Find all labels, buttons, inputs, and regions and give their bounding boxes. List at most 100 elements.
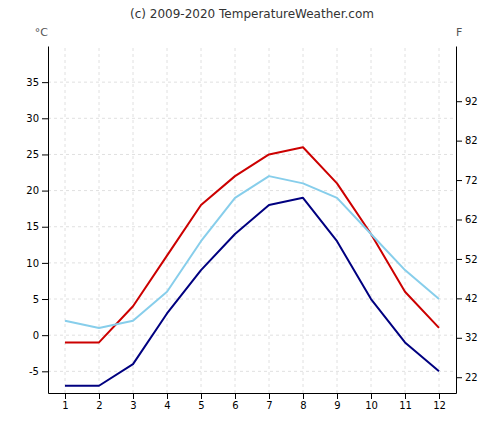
tick-label: 52: [465, 254, 478, 265]
tick-label: 30: [26, 113, 39, 124]
tick-label: 11: [399, 400, 412, 411]
tick: 2: [96, 393, 102, 411]
grid-line: [65, 46, 66, 393]
tick-mark: [42, 118, 48, 119]
grid-line: [48, 299, 456, 300]
tick-mark: [42, 191, 48, 192]
tick-mark: [235, 393, 236, 399]
tick-label: 62: [465, 214, 478, 225]
title: (c) 2009-2020 TemperatureWeather.com: [130, 7, 374, 21]
tick: 20: [26, 185, 48, 196]
tick: 8: [300, 393, 306, 411]
tick: 3: [130, 393, 136, 411]
tick-label: 15: [26, 221, 39, 232]
tick: 12: [433, 393, 446, 411]
line: [65, 176, 439, 328]
tick-mark: [42, 335, 48, 336]
tick: 15: [26, 221, 48, 232]
tick-mark: [99, 393, 100, 399]
tick-mark: [133, 393, 134, 399]
tick-mark: [167, 393, 168, 399]
tick-mark: [42, 263, 48, 264]
tick-mark: [456, 259, 462, 260]
tick: 35: [26, 77, 48, 88]
tick-label: 5: [33, 294, 39, 305]
y2-axis-label: F: [456, 26, 462, 39]
tick-mark: [371, 393, 372, 399]
grid-line: [235, 46, 236, 393]
grid-line: [48, 262, 456, 263]
grid-line: [48, 226, 456, 227]
tick-label: 72: [465, 175, 478, 186]
tick-mark: [456, 141, 462, 142]
tick-label: 8: [300, 400, 306, 411]
grid-line: [48, 371, 456, 372]
tick: 10: [365, 393, 378, 411]
tick: 62: [456, 214, 478, 225]
grid-line: [48, 335, 456, 336]
y-axis-label: °C: [35, 26, 49, 39]
chart: 123456789101112-505101520253035223242526…: [0, 0, 504, 425]
tick-mark: [65, 393, 66, 399]
tick: 42: [456, 293, 478, 304]
tick-mark: [337, 393, 338, 399]
tick-label: 3: [130, 400, 136, 411]
tick-label: 1: [62, 400, 68, 411]
tick-mark: [42, 154, 48, 155]
grid-line: [133, 46, 134, 393]
grid-line: [167, 46, 168, 393]
grid-line: [201, 46, 202, 393]
tick-mark: [42, 82, 48, 83]
tick: 5: [33, 294, 48, 305]
tick-mark: [269, 393, 270, 399]
plot-area: [65, 147, 439, 386]
x-axis: 123456789101112: [49, 393, 457, 411]
grid: [48, 46, 456, 393]
tick-mark: [456, 180, 462, 181]
tick: 32: [456, 332, 478, 343]
tick-label: 5: [198, 400, 204, 411]
tick: 0: [33, 330, 48, 341]
grid-line: [269, 46, 270, 393]
tick-label: 7: [266, 400, 272, 411]
tick: 82: [456, 135, 478, 146]
tick: 11: [399, 393, 412, 411]
tick-label: 35: [26, 77, 39, 88]
grid-line: [48, 118, 456, 119]
tick-mark: [42, 227, 48, 228]
tick-label: 2: [96, 400, 102, 411]
tick-label: -5: [29, 366, 39, 377]
tick-mark: [456, 377, 462, 378]
grid-line: [439, 46, 440, 393]
y-axis: -5 0 5 10 15 20 25 30 35: [26, 47, 48, 394]
tick-label: 10: [365, 400, 378, 411]
tick: 4: [164, 393, 170, 411]
tick-mark: [456, 338, 462, 339]
tick: -5: [29, 366, 48, 377]
tick-mark: [456, 220, 462, 221]
tick-mark: [439, 393, 440, 399]
tick-label: 25: [26, 149, 39, 160]
grid-line: [48, 82, 456, 83]
tick: 6: [232, 393, 238, 411]
grid-line: [303, 46, 304, 393]
grid-line: [371, 46, 372, 393]
tick: 9: [334, 393, 340, 411]
tick: 1: [62, 393, 68, 411]
tick-label: 82: [465, 135, 478, 146]
grid-line: [48, 154, 456, 155]
tick-label: 42: [465, 293, 478, 304]
tick-label: 20: [26, 185, 39, 196]
tick: 72: [456, 175, 478, 186]
tick-mark: [456, 298, 462, 299]
tick-label: 22: [465, 372, 478, 383]
tick-mark: [42, 371, 48, 372]
tick: 22: [456, 372, 478, 383]
axis-line: [49, 393, 457, 394]
tick-label: 10: [26, 258, 39, 269]
tick-label: 12: [433, 400, 446, 411]
grid-line: [337, 46, 338, 393]
tick-mark: [303, 393, 304, 399]
tick-mark: [42, 299, 48, 300]
tick-mark: [201, 393, 202, 399]
